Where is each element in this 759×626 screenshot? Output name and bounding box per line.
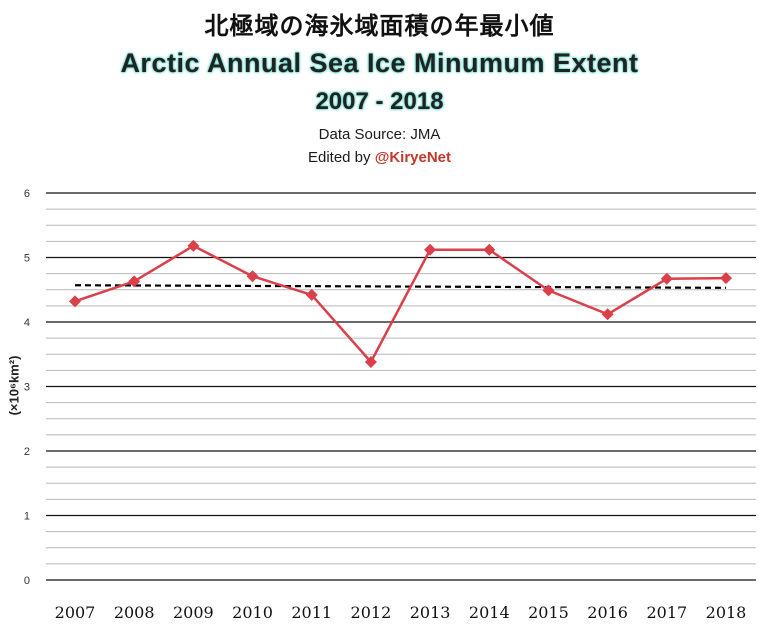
y-tick-label: 4 [24,317,30,329]
edited-by-label: Edited by @KiryeNet [0,149,759,166]
y-axis-label: (×10⁶km²) [6,355,22,416]
x-tick-label: 2014 [469,603,510,622]
x-tick-label: 2008 [114,603,155,622]
data-point-marker [720,272,732,285]
y-tick-label: 3 [24,382,30,394]
y-tick-label: 1 [24,511,30,523]
data-point-marker [128,275,141,288]
data-point-marker [69,295,81,308]
data-point-marker [246,270,259,283]
x-tick-label: 2009 [173,603,214,622]
data-point-marker [424,243,437,256]
edited-by-prefix: Edited by [307,149,375,166]
x-tick-label: 2010 [232,603,273,622]
x-tick-label: 2016 [587,603,628,622]
data-source-label: Data Source: JMA [318,126,441,143]
x-tick-label: 2007 [55,603,96,622]
y-tick-label: 6 [24,188,30,200]
y-tick-label: 5 [24,253,30,265]
x-tick-label: 2015 [528,603,569,622]
chart-title-english: Arctic Annual Sea Ice Minumum Extent [120,48,639,78]
x-tick-label: 2011 [291,603,332,622]
y-tick-label: 2 [24,446,30,458]
data-point-marker [483,243,496,256]
series-line [74,244,727,364]
chart-year-range: 2007 - 2018 [315,88,444,115]
data-point-marker [364,355,377,368]
data-point-marker [542,284,555,297]
data-point-marker [187,239,200,252]
x-tick-label: 2012 [351,603,392,622]
x-tick-label: 2018 [706,603,747,622]
data-point-marker [601,308,614,321]
x-tick-label: 2017 [646,603,687,622]
chart-title-japanese: 北極域の海氷域面積の年最小値 [204,12,555,40]
data-point-marker [305,288,318,301]
trend-line [74,284,727,289]
author-handle: @KiryeNet [374,149,452,166]
y-tick-label: 0 [24,575,30,587]
data-point-marker [660,272,673,285]
x-tick-label: 2013 [410,603,451,622]
